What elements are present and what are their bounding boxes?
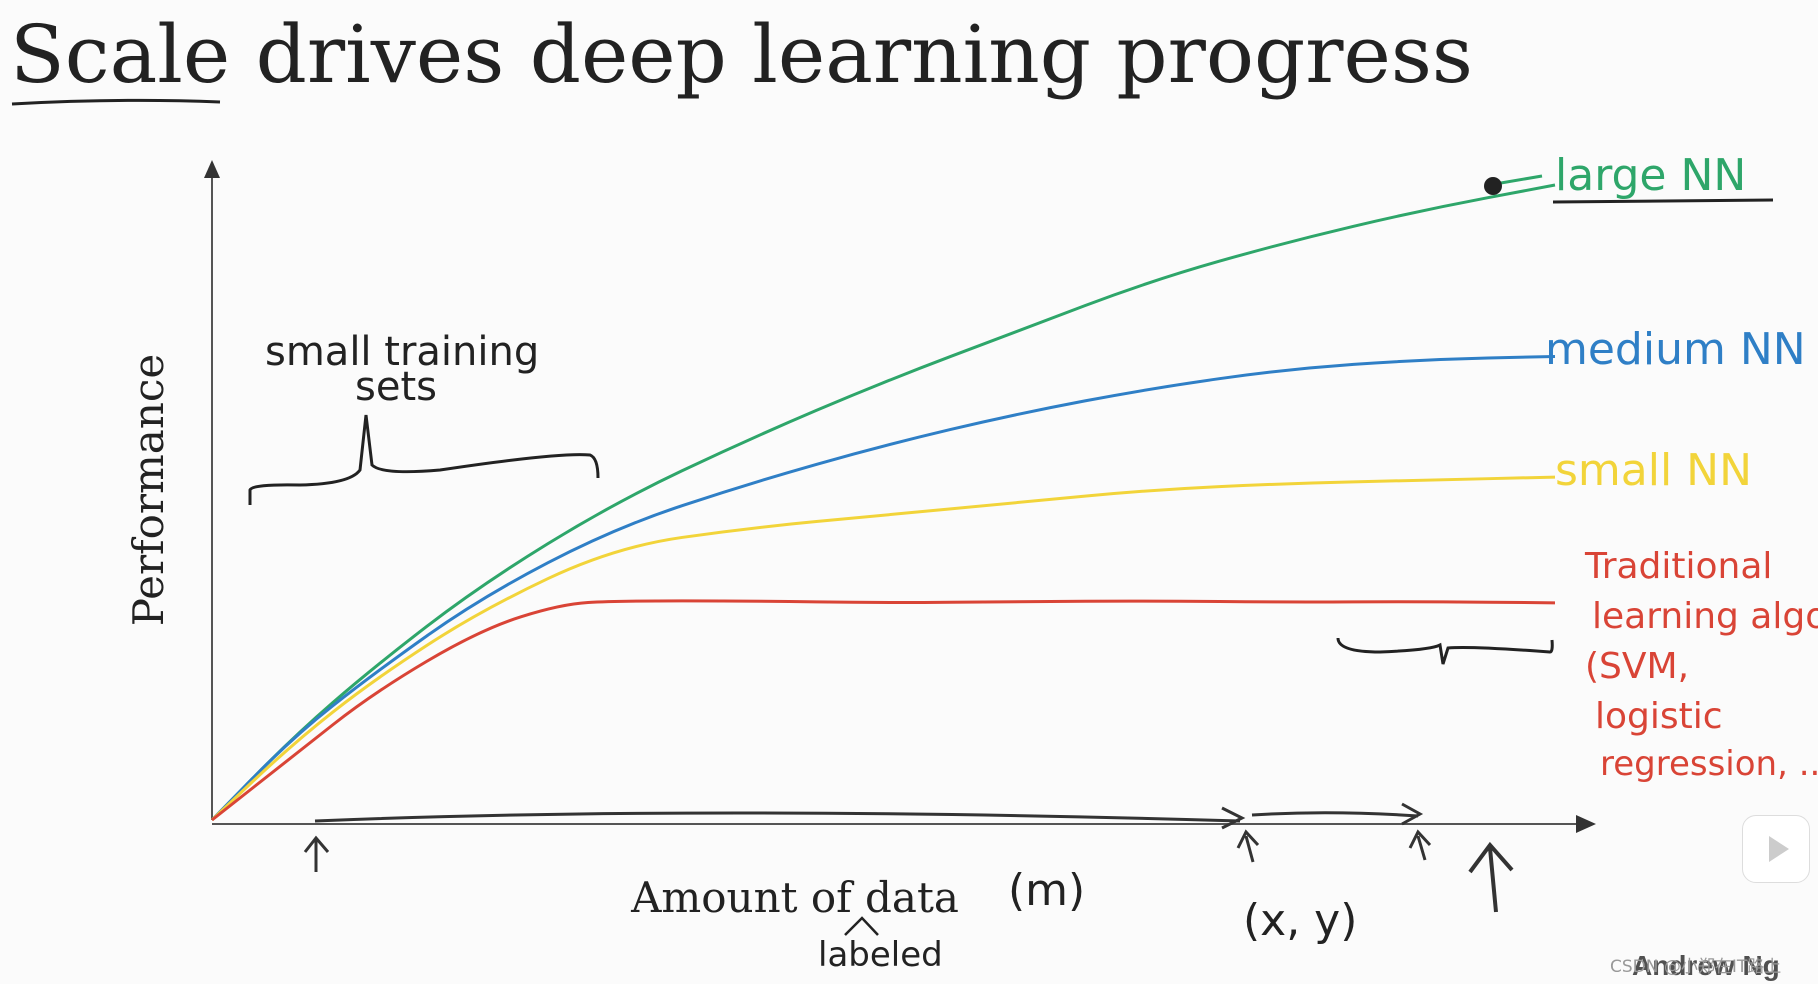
series-line-0 <box>210 183 1556 822</box>
data-range-arrow-2-head <box>1401 802 1424 826</box>
up-arrow-2 <box>1236 829 1260 863</box>
legend-traditional-5: regression, ...) <box>1600 744 1818 784</box>
up-arrow-1 <box>303 835 330 872</box>
data-range-arrow-2 <box>1251 811 1419 818</box>
annotation-sets: sets <box>355 364 437 410</box>
watermark: CSDN @小郑在IT路上 <box>1610 957 1782 977</box>
legend-large-underline <box>1552 198 1774 204</box>
y-axis-arrow <box>204 160 220 178</box>
play-icon <box>1769 836 1789 862</box>
labeled-caret <box>844 916 879 936</box>
series-line-2 <box>210 475 1556 822</box>
legend-traditional-1: Traditional <box>1584 546 1772 587</box>
chart-title: Scale drives deep learning progress <box>10 8 1473 101</box>
series-line-3 <box>211 599 1556 822</box>
x-axis-arrow <box>1576 815 1596 833</box>
play-button[interactable] <box>1742 815 1810 883</box>
data-range-arrow-1 <box>314 811 1241 823</box>
annotation-m: (m) <box>1008 865 1085 916</box>
legend-traditional-3: (SVM, <box>1585 646 1689 687</box>
legend-large-nn: large NN <box>1555 150 1746 201</box>
up-arrow-3 <box>1408 829 1432 861</box>
annotation-xy: (x, y) <box>1243 895 1357 946</box>
up-arrow-4 <box>1468 841 1514 913</box>
x-axis-label: Amount of data <box>630 873 959 922</box>
y-axis-label: Performance <box>124 354 173 627</box>
series-layer <box>210 183 1556 822</box>
data-range-arrow-1-head <box>1221 806 1246 830</box>
large-nn-marker <box>1484 177 1502 195</box>
small-training-brace <box>248 414 600 505</box>
legend-medium-nn: medium NN <box>1545 324 1806 375</box>
legend-small-nn: small NN <box>1555 445 1752 496</box>
traditional-brace <box>1336 637 1554 665</box>
author-credit: Andrew Ng <box>1632 950 1780 981</box>
legend-large-leader <box>1494 174 1543 186</box>
title-underline <box>11 98 221 106</box>
annotation-labeled: labeled <box>818 935 943 975</box>
legend-traditional-2: learning algo <box>1592 596 1818 637</box>
annotation-small-training: small training <box>265 329 539 375</box>
series-line-1 <box>210 354 1556 822</box>
legend-traditional-4: logistic <box>1595 696 1723 737</box>
